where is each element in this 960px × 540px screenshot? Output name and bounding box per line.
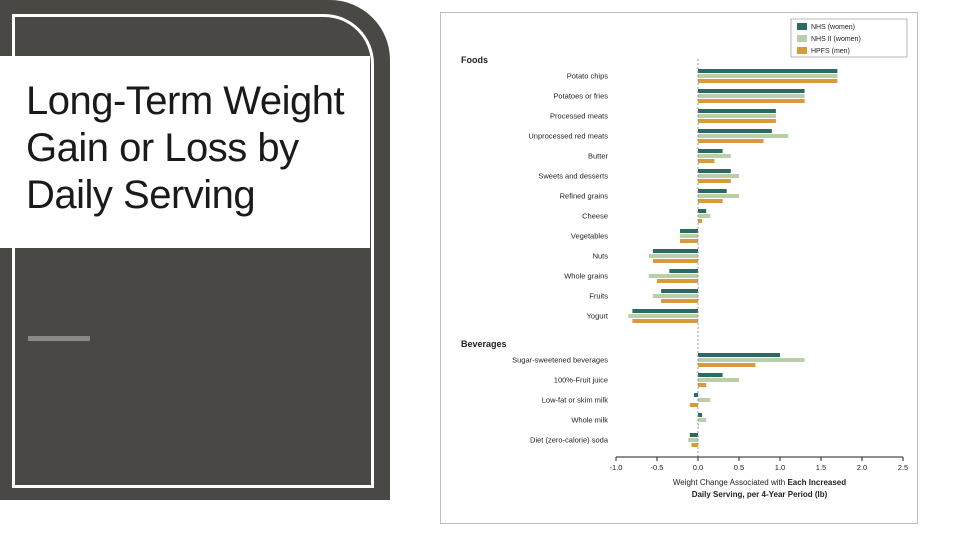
bar	[698, 74, 837, 78]
bar	[698, 398, 710, 402]
bar	[690, 403, 698, 407]
bar	[698, 378, 739, 382]
bar	[698, 109, 776, 113]
legend-swatch	[797, 47, 807, 54]
bar	[649, 254, 698, 258]
bar	[669, 269, 698, 273]
bar	[691, 443, 698, 447]
bar	[653, 249, 698, 253]
bar	[698, 194, 739, 198]
bar	[698, 154, 731, 158]
row-label: Whole milk	[571, 416, 608, 425]
bar	[661, 289, 698, 293]
x-tick-label: 1.5	[816, 463, 826, 472]
bar	[698, 129, 772, 133]
row-label: Cheese	[582, 212, 608, 221]
legend-swatch	[797, 23, 807, 30]
bar	[698, 353, 780, 357]
bar	[698, 169, 731, 173]
row-label: Butter	[588, 152, 609, 161]
row-label: Nuts	[593, 252, 609, 261]
bar	[698, 199, 723, 203]
bar	[698, 134, 788, 138]
weight-change-chart: NHS (women) NHS II (women) HPFS (men) Foods…	[440, 12, 918, 524]
bar	[698, 79, 837, 83]
row-label: Processed meats	[550, 112, 608, 121]
row-label: Whole grains	[564, 272, 608, 281]
bar	[698, 114, 776, 118]
row-label: Refined grains	[560, 192, 609, 201]
row-label: Sweets and desserts	[538, 172, 608, 181]
title-panel: Long-Term Weight Gain or Loss by Daily S…	[0, 0, 390, 500]
bar	[680, 234, 698, 238]
bar	[698, 89, 805, 93]
bar	[690, 433, 698, 437]
bar	[698, 383, 706, 387]
row-label: Low-fat or skim milk	[542, 396, 609, 405]
bar	[698, 209, 706, 213]
bar	[698, 189, 727, 193]
bar	[698, 219, 702, 223]
slide-title: Long-Term Weight Gain or Loss by Daily S…	[26, 78, 346, 220]
bar	[698, 174, 739, 178]
bar	[698, 159, 714, 163]
bar	[688, 438, 698, 442]
bar	[632, 319, 698, 323]
row-label: Fruits	[589, 292, 608, 301]
bar	[632, 309, 698, 313]
bar	[698, 139, 764, 143]
legend-label: HPFS (men)	[811, 48, 850, 55]
bar	[698, 94, 805, 98]
bar	[628, 314, 698, 318]
row-label: Diet (zero-calorie) soda	[530, 436, 609, 445]
bar	[698, 99, 805, 103]
row-label: Potato chips	[567, 72, 609, 81]
row-label: Vegetables	[571, 232, 608, 241]
bar	[661, 299, 698, 303]
row-label: 100%-Fruit juice	[554, 376, 608, 385]
slide: Long-Term Weight Gain or Loss by Daily S…	[0, 0, 960, 540]
x-tick-label: 0.5	[734, 463, 744, 472]
bar	[698, 179, 731, 183]
bar	[680, 239, 698, 243]
bar	[698, 119, 776, 123]
row-label: Unprocessed red meats	[528, 132, 608, 141]
chart-svg: NHS (women) NHS II (women) HPFS (men) Foods…	[441, 13, 917, 523]
legend-swatch	[797, 35, 807, 42]
bar	[680, 229, 698, 233]
bar	[653, 294, 698, 298]
bar	[698, 69, 837, 73]
bar	[698, 413, 702, 417]
title-accent-bar	[28, 336, 90, 341]
bar	[698, 358, 805, 362]
section-header: Foods	[461, 55, 488, 65]
x-tick-label: -0.5	[651, 463, 664, 472]
x-axis-label: Weight Change Associated with Each Incre…	[673, 478, 846, 487]
x-tick-label: 2.0	[857, 463, 867, 472]
section-header: Beverages	[461, 339, 507, 349]
x-tick-label: -1.0	[610, 463, 623, 472]
legend-label: NHS (women)	[811, 24, 855, 31]
legend-label: NHS II (women)	[811, 36, 861, 43]
bar	[694, 393, 698, 397]
row-label: Potatoes or fries	[553, 92, 608, 101]
bar	[698, 214, 710, 218]
x-tick-label: 2.5	[898, 463, 908, 472]
x-tick-label: 0.0	[693, 463, 703, 472]
bar	[649, 274, 698, 278]
bar	[698, 363, 755, 367]
bar	[698, 373, 723, 377]
x-axis-label-2: Daily Serving, per 4-Year Period (lb)	[692, 490, 828, 499]
title-box: Long-Term Weight Gain or Loss by Daily S…	[0, 56, 370, 248]
row-label: Sugar-sweetened beverages	[512, 356, 608, 365]
x-tick-label: 1.0	[775, 463, 785, 472]
bar	[698, 418, 706, 422]
bar	[698, 149, 723, 153]
row-label: Yogurt	[587, 312, 609, 321]
bar	[657, 279, 698, 283]
bar	[653, 259, 698, 263]
